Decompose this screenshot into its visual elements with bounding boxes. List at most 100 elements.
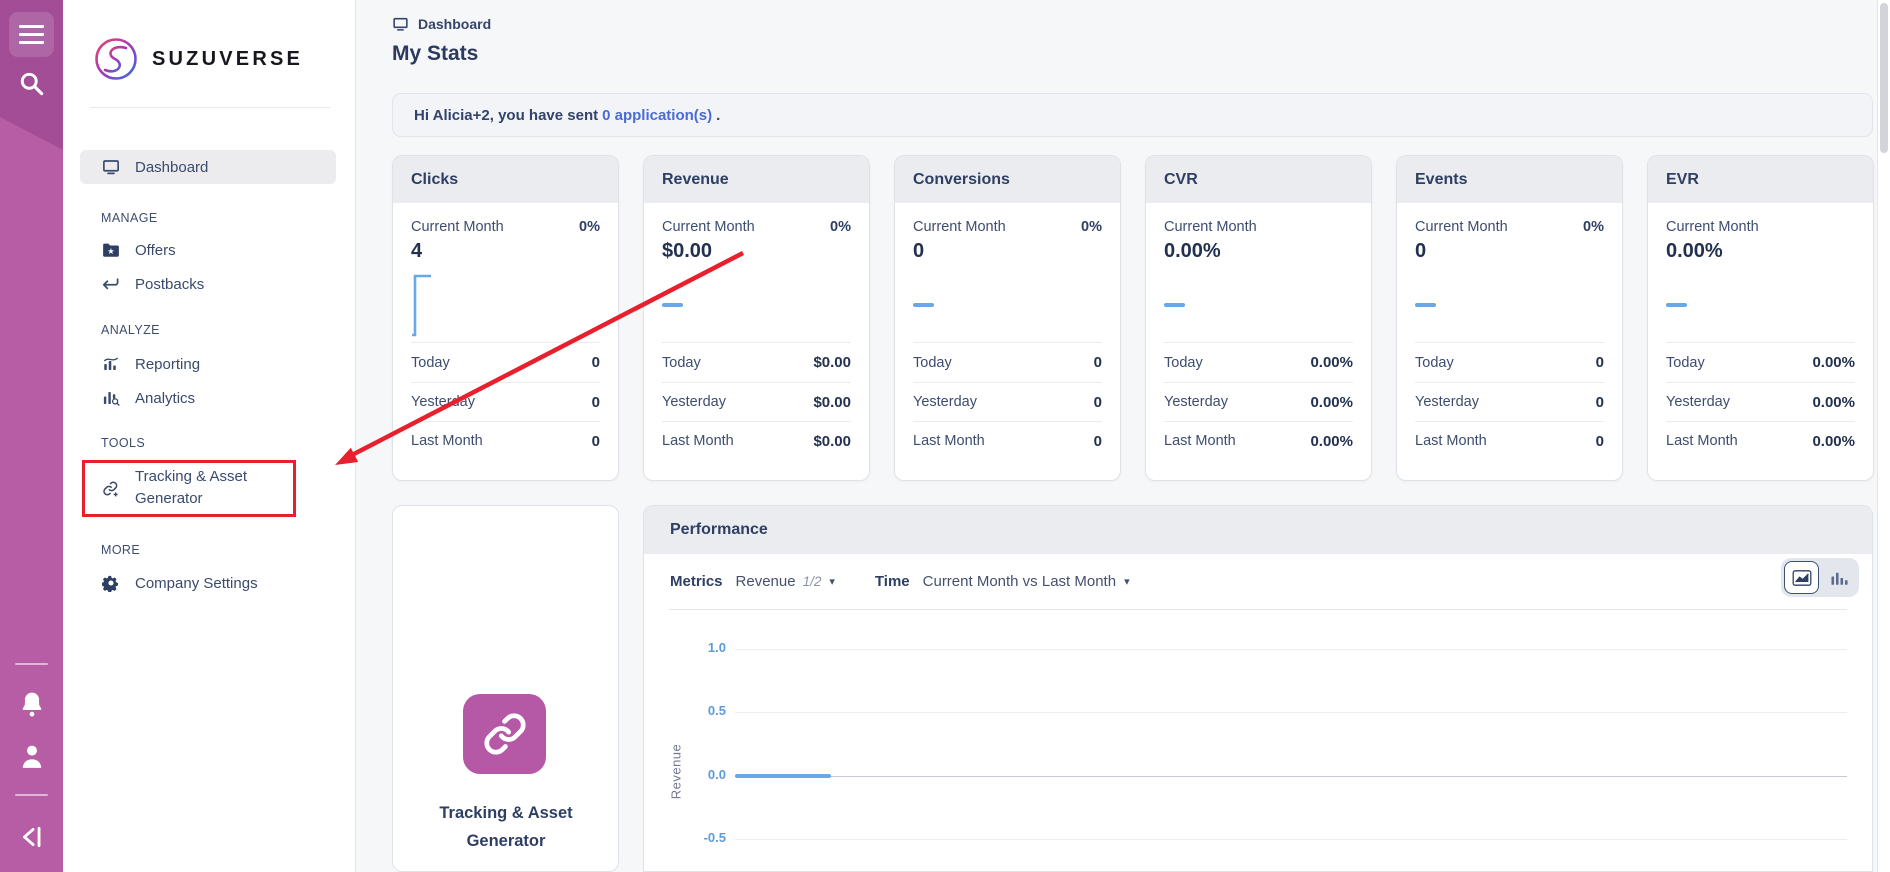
stat-card-title: EVR	[1648, 156, 1873, 203]
current-month-label: Current Month	[411, 219, 504, 235]
stat-row: Today 0.00%	[1164, 354, 1353, 371]
sidebar-item-offers[interactable]: ★ Offers	[80, 233, 336, 267]
stat-row: Last Month 0	[411, 421, 600, 460]
stat-card-clicks: Clicks Current Month 0% 4 Today 0 Yesterda…	[392, 155, 619, 481]
dash-sparkline	[1415, 303, 1436, 307]
current-month-label: Current Month	[662, 219, 755, 235]
sparkline	[1164, 268, 1353, 342]
suzuverse-logo-icon	[95, 38, 137, 80]
brand-logo[interactable]: SUZUVERSE	[93, 36, 303, 82]
section-label-manage: MANAGE	[101, 211, 158, 225]
stat-row: Yesterday 0.00%	[1164, 382, 1353, 421]
zero-gridline	[735, 776, 1847, 777]
main-content: Dashboard My Stats Hi Alicia+2, you have…	[356, 0, 1890, 872]
sidebar-item-tracking-asset-generator[interactable]: Tracking & Asset Generator	[80, 463, 336, 513]
metrics-dropdown-value[interactable]: Revenue	[735, 572, 796, 590]
stat-cards-row: Clicks Current Month 0% 4 Today 0 Yesterda…	[392, 155, 1874, 481]
collapse-left-icon	[22, 826, 40, 848]
sparkline	[1415, 268, 1604, 342]
stat-row: Today 0.00%	[1666, 354, 1855, 371]
applications-link[interactable]: 0 application(s)	[602, 106, 713, 124]
icon-rail	[0, 0, 63, 872]
section-label-analyze: ANALYZE	[101, 323, 160, 337]
sidebar-item-label: Company Settings	[135, 574, 258, 592]
y-tick: 0.0	[707, 767, 726, 782]
stat-row: Last Month $0.00	[662, 421, 851, 460]
y-axis-title: Revenue	[668, 743, 684, 800]
sidebar-item-label: Analytics	[135, 389, 196, 407]
monitor-icon	[393, 17, 408, 31]
brand-wordmark: SUZUVERSE	[152, 47, 304, 70]
change-percent: 0%	[579, 219, 600, 235]
profile-button[interactable]	[0, 742, 63, 770]
tracking-asset-generator-tile[interactable]: Tracking & Asset Generator	[392, 505, 619, 872]
scrollbar-thumb[interactable]	[1880, 3, 1888, 153]
caret-down-icon[interactable]: ▾	[829, 575, 835, 588]
area-chart-icon	[1792, 569, 1812, 586]
dash-sparkline	[1666, 303, 1687, 307]
page-title: My Stats	[392, 42, 479, 65]
sidebar-item-company-settings[interactable]: Company Settings	[80, 566, 336, 600]
sparkline	[411, 268, 600, 342]
stat-row: Yesterday 0	[411, 382, 600, 421]
bell-icon	[22, 692, 41, 717]
tile-icon-square	[463, 694, 546, 774]
area-chart-toggle-button[interactable]	[1784, 561, 1820, 594]
gridline	[735, 712, 1847, 713]
stat-row: Yesterday 0.00%	[1666, 382, 1855, 421]
rail-divider	[15, 794, 48, 796]
tile-label: Tracking & Asset Generator	[439, 804, 573, 851]
controls-divider	[669, 609, 1847, 610]
sidebar-item-analytics[interactable]: Analytics	[80, 381, 336, 415]
applications-alert: Hi Alicia+2, you have sent 0 application…	[392, 93, 1873, 137]
stat-row: Yesterday 0	[913, 382, 1102, 421]
time-label: Time	[874, 572, 910, 590]
caret-down-icon[interactable]: ▾	[1124, 575, 1130, 588]
hamburger-button[interactable]	[9, 12, 54, 57]
sparkline	[1666, 268, 1855, 342]
stat-card-events: Events Current Month 0% 0 Today 0 Yesterda…	[1396, 155, 1623, 481]
bar-chart-toggle-button[interactable]	[1821, 561, 1856, 594]
link-icon	[483, 713, 526, 755]
change-percent: 0%	[1583, 219, 1604, 235]
stat-row: Yesterday 0	[1415, 382, 1604, 421]
stat-row: Last Month 0	[1415, 421, 1604, 460]
sidebar-item-dashboard[interactable]: Dashboard	[80, 150, 336, 184]
dash-sparkline	[662, 303, 683, 307]
chart-controls: Metrics Revenue 1/2 ▾ Time Current Month…	[670, 566, 1130, 596]
step-sparkline-icon	[412, 274, 431, 337]
sidebar-item-label: Offers	[135, 241, 176, 259]
stat-value: 0.00%	[1666, 240, 1723, 262]
stat-card-revenue: Revenue Current Month 0% $0.00 Today $0.00…	[643, 155, 870, 481]
dash-sparkline	[1164, 303, 1185, 307]
breadcrumb-label: Dashboard	[418, 16, 492, 32]
current-month-label: Current Month	[1164, 219, 1257, 235]
metrics-label: Metrics	[670, 572, 723, 590]
y-tick: 0.5	[707, 703, 726, 718]
sidebar-item-reporting[interactable]: Reporting	[80, 347, 336, 381]
change-percent: 0%	[830, 219, 851, 235]
sparkline	[913, 268, 1102, 342]
search-button[interactable]	[0, 70, 63, 97]
sidebar-divider	[90, 107, 330, 108]
performance-card: Performance Metrics Revenue 1/2 ▾ Time C…	[643, 505, 1873, 872]
stat-card-title: CVR	[1146, 156, 1371, 203]
gridline	[735, 649, 1847, 650]
sparkline	[662, 268, 851, 342]
notifications-button[interactable]	[0, 691, 63, 719]
stat-value: $0.00	[662, 240, 713, 262]
stat-card-title: Clicks	[393, 156, 618, 203]
stat-row: Last Month 0	[913, 421, 1102, 460]
time-dropdown-value[interactable]: Current Month vs Last Month	[922, 572, 1117, 590]
breadcrumb[interactable]: Dashboard	[392, 16, 491, 32]
collapse-sidebar-button[interactable]	[0, 824, 63, 850]
section-label-tools: TOOLS	[101, 436, 146, 450]
stat-row: Today 0	[1415, 354, 1604, 371]
stat-value: 0	[1415, 240, 1427, 262]
stat-card-title: Conversions	[895, 156, 1120, 203]
gear-icon	[101, 574, 120, 593]
sidebar-item-postbacks[interactable]: Postbacks	[80, 267, 336, 301]
svg-text:★: ★	[107, 247, 114, 256]
sidebar-item-label: Postbacks	[135, 275, 205, 293]
